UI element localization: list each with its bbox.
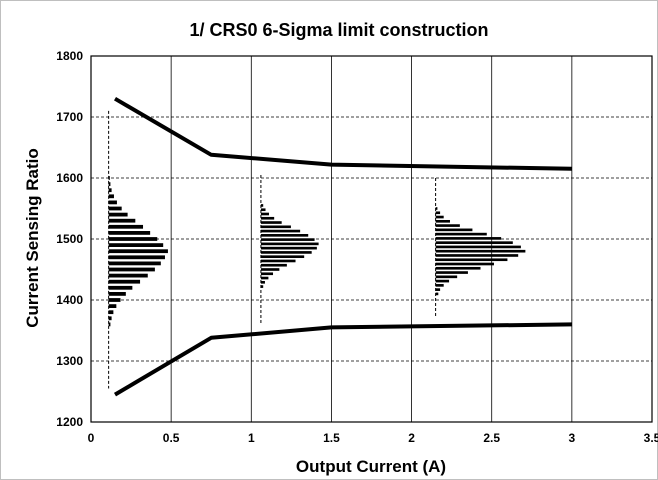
histogram-1-bar	[108, 261, 161, 266]
histogram-1-bar	[108, 304, 117, 308]
histogram-1-bar	[108, 224, 144, 229]
x-tick-label: 0.5	[163, 431, 180, 445]
x-tick-label: 0	[88, 431, 95, 445]
histogram-2-bar	[260, 259, 296, 263]
histogram-3-bar	[435, 279, 450, 283]
histogram-2-bar	[260, 276, 269, 280]
histogram-3-bar	[435, 262, 494, 266]
histogram-3-bar	[435, 275, 458, 279]
y-tick-label: 1600	[56, 171, 83, 185]
histogram-1-bar	[108, 243, 164, 247]
histogram-2-bar	[260, 280, 265, 284]
histogram-3-bar	[435, 241, 513, 244]
x-tick-label: 3.5	[644, 431, 658, 445]
histogram-3-bar	[435, 207, 438, 210]
plot-area-border	[90, 55, 653, 423]
histogram-2-bar	[260, 263, 287, 267]
histogram-2-bar	[260, 234, 309, 237]
x-tick-label: 1.5	[323, 431, 340, 445]
histogram-1-bar	[108, 176, 110, 180]
histogram-2-bar	[260, 216, 275, 220]
histogram-2-bar	[260, 268, 280, 271]
histogram-1-bar	[108, 182, 111, 186]
histogram-3-bar	[435, 228, 473, 232]
y-tick-label: 1800	[56, 49, 83, 63]
histogram-2-bar	[260, 208, 266, 212]
y-tick-label: 1700	[56, 110, 83, 124]
histogram-3-bar	[435, 271, 468, 274]
histogram-2-bar	[260, 204, 264, 207]
histogram-1-bar	[108, 310, 114, 315]
histogram-3-bar	[435, 258, 508, 262]
histogram-2-bar	[260, 255, 305, 259]
histogram-3-bar	[435, 249, 526, 253]
histogram-1-bar	[108, 194, 114, 199]
x-tick-label: 2	[408, 431, 415, 445]
histogram-3-bar	[435, 292, 439, 296]
histogram-2-bar	[260, 242, 319, 246]
histogram-2-bar	[260, 251, 312, 254]
histogram-3-bar	[435, 266, 481, 270]
histogram-3-bar	[435, 237, 502, 240]
histogram-1-bar	[108, 273, 148, 278]
limit-lines	[113, 96, 572, 397]
histogram-2-bar	[260, 246, 317, 250]
histogram-1-bar	[108, 206, 122, 211]
x-tick-label: 2.5	[483, 431, 500, 445]
x-axis-label: Output Current (A)	[296, 457, 446, 476]
upper-limit-line	[113, 96, 572, 171]
histogram-1-bar	[108, 231, 151, 235]
y-tick-label: 1300	[56, 354, 83, 368]
histogram-1-bar	[108, 322, 111, 327]
histogram-3-bar	[435, 288, 441, 291]
histogram-3-bar	[435, 219, 450, 223]
distribution-histograms	[108, 110, 526, 389]
histogram-1-bar	[108, 188, 112, 193]
y-tick-label: 1200	[56, 415, 83, 429]
histogram-1-bar	[108, 237, 158, 241]
histogram-3-bar	[435, 245, 521, 249]
histogram-1-bar	[108, 285, 133, 290]
histogram-2-bar	[260, 285, 264, 288]
x-tick-label: 1	[248, 431, 255, 445]
histogram-3-bar	[435, 232, 487, 236]
histogram-2-bar	[260, 229, 301, 233]
histogram-3-bar	[435, 215, 444, 219]
histogram-1-bar	[108, 212, 128, 217]
chart-title: 1/ CRS0 6-Sigma limit construction	[189, 20, 488, 40]
tick-labels: 1200 1300 1400 1500 1600 1700 1800 0 0.5 1 1.5 2 2.5…	[56, 49, 658, 445]
lower-limit-line	[113, 322, 572, 397]
histogram-1-bar	[108, 255, 165, 260]
x-tick-label: 3	[569, 431, 576, 445]
histogram-2-bar	[260, 221, 282, 224]
histogram-2-bar	[260, 238, 315, 241]
histogram-1-bar	[108, 218, 136, 223]
histogram-1-bar	[108, 279, 141, 284]
histogram-2-bar	[260, 272, 274, 276]
histogram-1-bar	[108, 292, 126, 296]
y-tick-label: 1500	[56, 232, 83, 246]
y-axis-label: Current Sensing Ratio	[23, 148, 42, 327]
histogram-3-bar	[435, 224, 460, 227]
y-tick-label: 1400	[56, 293, 83, 307]
histogram-1-bar	[108, 267, 155, 272]
histogram-2-bar	[260, 225, 291, 229]
histogram-3-bar	[435, 284, 444, 287]
histogram-2-bar	[260, 212, 269, 216]
histogram-1-bar	[108, 298, 121, 302]
histogram-3-bar	[435, 254, 519, 257]
grid	[91, 56, 652, 422]
histogram-3-bar	[435, 211, 441, 215]
histogram-1-bar	[108, 249, 168, 254]
histogram-1-bar	[108, 200, 117, 205]
histogram-1-bar	[108, 316, 112, 321]
